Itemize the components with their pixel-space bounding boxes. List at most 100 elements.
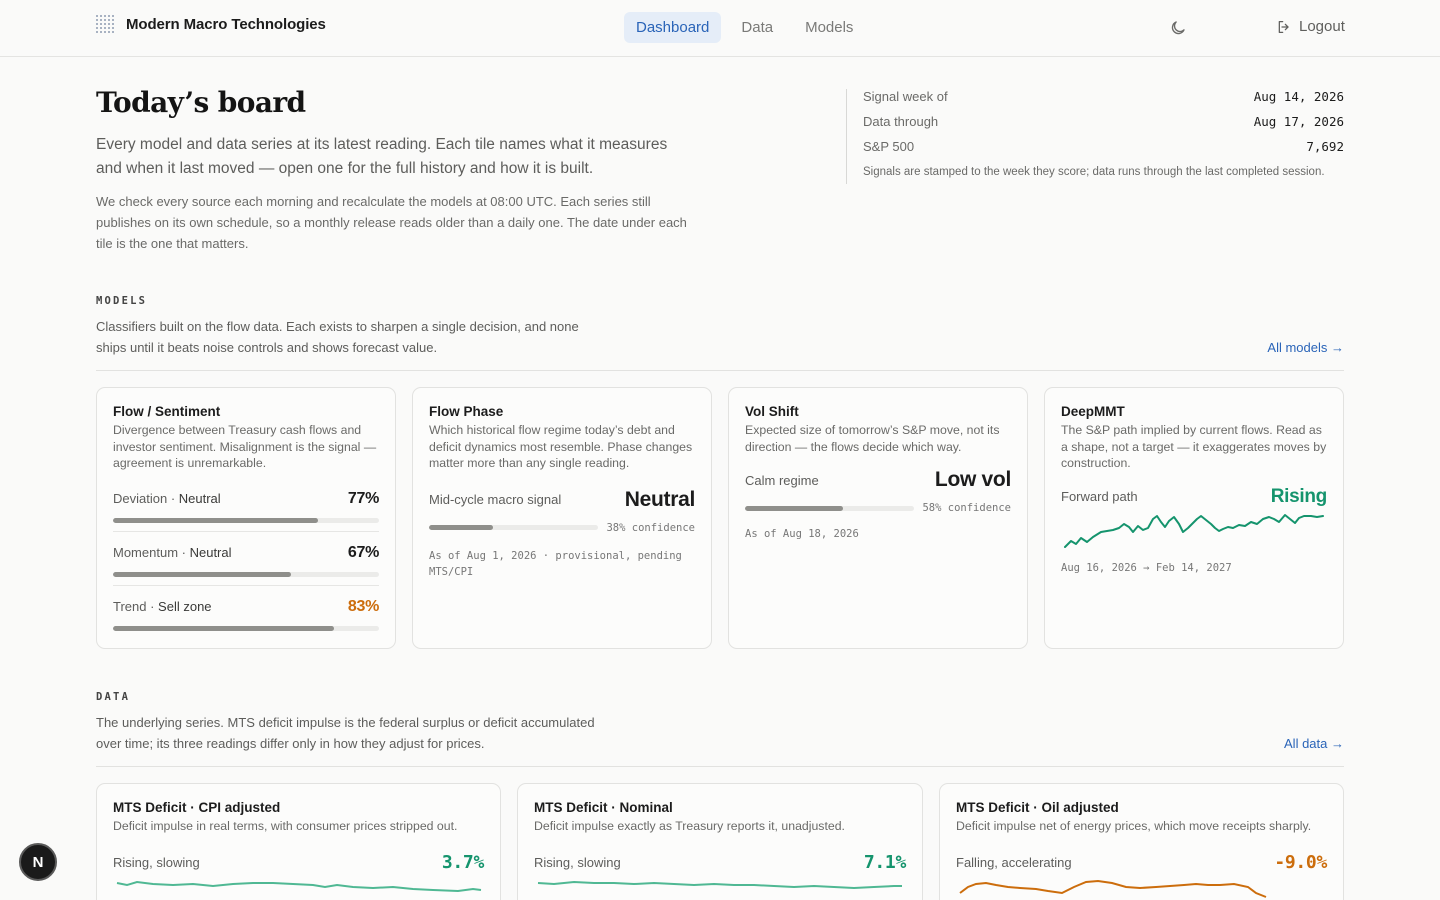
metric-value: 77% [347,489,379,507]
model-card-flow-sentiment[interactable]: Flow / Sentiment Divergence between Trea… [96,387,396,649]
as-of-label: As of Aug 1, 2026 · provisional, pending… [429,549,682,578]
series-sparkline [537,880,902,889]
models-section-label: MODELS [96,295,148,307]
meta-label: Data through [863,114,939,129]
logout-button[interactable]: Logout [1276,18,1345,35]
sparkline-path [537,880,902,889]
metric-value: 67% [347,543,379,561]
meta-value: 7,692 [1306,139,1344,154]
model-card-flow-phase[interactable]: Flow Phase Which historical flow regime … [412,387,712,649]
confidence-fill [429,525,494,531]
metric-state: Neutral [178,491,221,507]
card-desc: Divergence between Treasury cash flows a… [113,423,377,471]
trend-label: Falling, accelerating [956,854,1072,870]
card-desc: Which historical flow regime today’s deb… [429,423,693,471]
data-card-nominal[interactable]: MTS Deficit · Nominal Deficit impulse ex… [517,783,923,900]
top-nav-bar: Modern Macro Technologies Dashboard Data… [0,0,1440,57]
all-data-link[interactable]: All data → [1284,736,1344,751]
hero-lead: Every model and data series at its lates… [96,136,668,177]
card-title: MTS Deficit · Oil adjusted [956,800,1119,815]
all-models-link[interactable]: All models → [1267,340,1344,355]
confidence-label: 58% confidence [922,502,1011,515]
as-of-label: As of Aug 18, 2026 [745,528,859,541]
trend-label: Rising, slowing [113,854,200,870]
metric-name: Trend [113,599,147,615]
reading-value: Rising [1270,485,1328,507]
confidence-fill [745,505,844,511]
metric-label: Momentum · Neutral [113,545,232,561]
progress-bar [113,571,379,577]
card-desc: Deficit impulse net of energy prices, wh… [956,819,1312,833]
data-divider [96,766,1344,767]
series-value: 3.7% [441,851,484,873]
confidence-bar [745,505,915,511]
progress-bar [113,625,379,631]
metric-trend: Trend · Sell zone 83% [113,598,379,631]
meta-row-sp500: S&P 500 7,692 [863,139,1344,164]
metric-state: Sell zone [158,599,212,615]
card-desc: Expected size of tomorrow’s S&P move, no… [745,423,1000,454]
card-title: Flow Phase [429,404,504,419]
reading-value: Neutral [624,487,696,511]
hero-body: We check every source each morning and r… [96,194,687,251]
data-card-cpi-adjusted[interactable]: MTS Deficit · CPI adjusted Deficit impul… [96,783,501,900]
sparkline-path [1064,513,1324,548]
confidence-bar [429,525,599,531]
page-title: Today’s board [96,86,306,119]
user-avatar[interactable]: N [19,843,57,881]
logout-icon [1278,20,1289,33]
card-desc: Deficit impulse in real terms, with cons… [113,819,458,833]
main-nav: Dashboard Data Models [624,12,865,43]
metric-state: Neutral [189,545,232,561]
metric-name: Momentum [113,545,179,561]
forward-path-sparkline [1064,513,1324,548]
model-card-deepmmt[interactable]: DeepMMT The S&P path implied by current … [1044,387,1344,649]
data-section-desc: The underlying series. MTS deficit impul… [96,715,595,751]
card-title: DeepMMT [1061,404,1125,419]
nav-dashboard[interactable]: Dashboard [624,12,722,43]
meta-value: Aug 14, 2026 [1253,89,1344,104]
brand-logo-icon [96,15,114,33]
meta-value: Aug 17, 2026 [1253,114,1344,129]
confidence-label: 38% confidence [606,521,695,534]
metric-label: Trend · Sell zone [113,599,212,615]
sparkline-path [116,880,482,892]
card-title: Flow / Sentiment [113,404,221,419]
meta-row-signal-week: Signal week of Aug 14, 2026 [863,89,1344,114]
models-divider [96,370,1344,371]
meta-row-data-through: Data through Aug 17, 2026 [863,114,1344,139]
signal-meta-panel: Signal week of Aug 14, 2026 Data through… [846,89,1344,184]
moon-icon[interactable] [1169,19,1187,37]
nav-data[interactable]: Data [741,19,774,36]
model-card-vol-shift[interactable]: Vol Shift Expected size of tomorrow’s S&… [728,387,1028,649]
confidence-row: 38% confidence [429,522,695,534]
confidence-row: 58% confidence [745,502,1011,514]
brand-name: Modern Macro Technologies [126,15,326,33]
divider [113,530,379,532]
series-reading: Rising, slowing 7.1% [534,852,906,873]
series-value: 7.1% [863,851,906,873]
models-section-desc: Classifiers built on the flow data. Each… [96,319,579,355]
data-card-oil-adjusted[interactable]: MTS Deficit · Oil adjusted Deficit impul… [939,783,1344,900]
deep-reading: Forward path Rising [1061,486,1327,508]
series-sparkline [959,879,1267,898]
progress-fill [113,571,292,577]
reading-label: Forward path [1061,489,1138,505]
reading-value: Low vol [934,468,1011,492]
sparkline-path [959,879,1267,898]
logout-label: Logout [1299,18,1345,35]
brand[interactable]: Modern Macro Technologies [96,15,326,33]
card-desc: The S&P path implied by current flows. R… [1061,423,1327,471]
metric-value: 83% [347,597,379,615]
progress-fill [113,517,318,523]
metric-label: Deviation · Neutral [113,491,221,507]
metric-momentum: Momentum · Neutral 67% [113,544,379,577]
nav-models[interactable]: Models [805,19,854,36]
forecast-range: Aug 16, 2026 → Feb 14, 2027 [1061,561,1232,574]
series-reading: Falling, accelerating -9.0% [956,852,1327,873]
series-sparkline [116,880,482,892]
vol-reading: Calm regime Low vol [745,468,1011,492]
card-title: MTS Deficit · CPI adjusted [113,800,281,815]
meta-note: Signals are stamped to the week they sco… [863,166,1325,178]
series-reading: Rising, slowing 3.7% [113,852,484,873]
